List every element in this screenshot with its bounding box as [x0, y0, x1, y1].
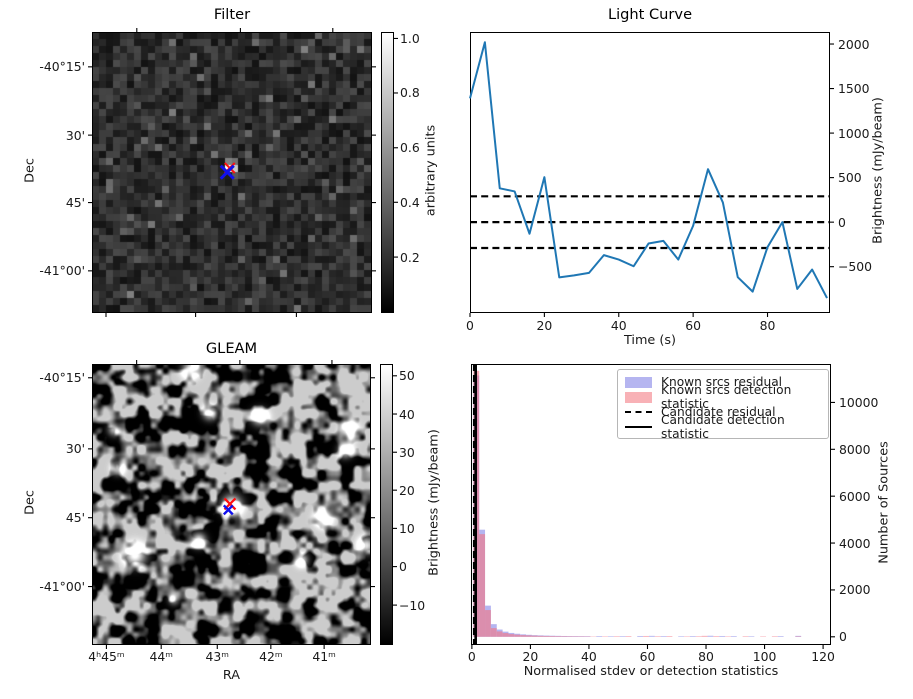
nsources-tick-label: 6000 — [839, 488, 871, 504]
colorbar-tick-label: 0.6 — [400, 140, 420, 156]
dec-tick-label: -41°00' — [39, 579, 85, 595]
time-tick-label: 80 — [759, 318, 776, 333]
nsources-tick-label: 0 — [839, 629, 847, 645]
light-curve-panel — [470, 32, 830, 313]
filter-ylabel-dec: Dec — [22, 158, 38, 183]
colorbar-tick-label: 20 — [399, 482, 415, 498]
colorbar-tick-label: 0.8 — [400, 85, 420, 101]
time-tick-label: 0 — [466, 318, 474, 333]
light-curve-xlabel: Time (s) — [623, 333, 677, 348]
histogram-ylabel: Number of Sources — [876, 441, 892, 564]
brightness-tick-label: 1000 — [838, 125, 870, 141]
stdev-tick-label: 100 — [752, 649, 777, 664]
legend-item-candidate-residual: Candidate residual — [625, 405, 821, 420]
filter-colorbar-label: arbitrary units — [423, 124, 439, 217]
filter-title: Filter — [213, 6, 251, 23]
legend-swatch-pink-patch — [625, 391, 652, 403]
colorbar-tick-label: 10 — [399, 520, 415, 536]
legend-label: Candidate residual — [661, 404, 776, 419]
time-tick-label: 40 — [610, 318, 627, 333]
ra-tick-label: 44ᵐ — [149, 649, 173, 664]
stdev-tick-label: 60 — [639, 649, 656, 664]
ra-tick-label: 42ᵐ — [259, 649, 283, 664]
stdev-tick-label: 0 — [467, 649, 476, 664]
brightness-tick-label: −500 — [838, 259, 873, 275]
legend-swatch-blue-patch — [625, 376, 652, 388]
colorbar-tick-label: 0.4 — [400, 194, 420, 210]
colorbar-tick-label: 40 — [399, 406, 415, 422]
dec-tick-label: 45' — [65, 195, 85, 211]
gleam-ylabel-dec: Dec — [22, 490, 38, 515]
time-tick-label: 20 — [536, 318, 553, 333]
nsources-tick-label: 8000 — [839, 441, 871, 457]
dec-tick-label: -41°00' — [39, 263, 85, 279]
stdev-tick-label: 80 — [698, 649, 714, 664]
legend-item-candidate-detection: Candidate detection statistic — [625, 413, 821, 441]
gleam-colorbar-label: Brightness (mJy/beam) — [426, 429, 442, 576]
colorbar-tick-label: 30 — [399, 444, 415, 460]
legend-label: Candidate detection statistic — [661, 412, 785, 441]
brightness-tick-label: 1500 — [838, 81, 870, 97]
stdev-tick-label: 20 — [522, 649, 539, 664]
gleam-title: GLEAM — [205, 340, 258, 357]
brightness-tick-label: 2000 — [838, 36, 870, 52]
legend-label: Known srcs detection statistic — [661, 383, 792, 412]
light-curve-ylabel: Brightness (mJy/beam) — [870, 97, 886, 244]
time-tick-label: 60 — [685, 318, 702, 333]
brightness-tick-label: 0 — [838, 214, 846, 230]
ra-tick-label: 43ᵐ — [205, 649, 230, 664]
nsources-tick-label: 10000 — [839, 394, 879, 410]
nsources-tick-label: 2000 — [839, 582, 871, 598]
legend-swatch-dashed-line — [625, 410, 652, 413]
colorbar-tick-label: 1.0 — [400, 30, 420, 46]
filter-noise-image — [93, 33, 371, 312]
dec-tick-label: 45' — [65, 510, 85, 526]
gleam-colorbar — [380, 364, 393, 645]
gleam-xlabel-ra: RA — [222, 668, 241, 683]
legend-item-known-srcs-detection: Known srcs detection statistic — [625, 383, 821, 411]
light-curve-title: Light Curve — [607, 6, 693, 23]
dec-tick-label: -40°15' — [39, 370, 85, 386]
stdev-tick-label: 40 — [581, 649, 597, 664]
filter-colorbar — [381, 32, 394, 313]
dec-tick-label: 30' — [65, 441, 85, 457]
ra-tick-label: 41ᵐ — [312, 649, 336, 664]
legend-label: Known srcs residual — [661, 375, 783, 390]
stdev-tick-label: 120 — [811, 649, 835, 664]
brightness-tick-label: 500 — [838, 170, 862, 186]
histogram-xlabel: Normalised stdev or detection statistics — [523, 664, 779, 679]
dec-tick-label: -40°15' — [39, 59, 85, 75]
colorbar-tick-label: −10 — [399, 597, 426, 613]
colorbar-tick-label: 0.2 — [400, 249, 420, 265]
nsources-tick-label: 4000 — [839, 535, 871, 551]
dec-tick-label: 30' — [65, 127, 85, 143]
colorbar-tick-label: 50 — [399, 368, 415, 384]
legend-swatch-solid-line — [625, 425, 652, 428]
histogram-legend: Known srcs residual Known srcs detection… — [617, 369, 829, 441]
gleam-noise-image — [93, 365, 370, 644]
colorbar-tick-label: 0 — [399, 559, 407, 575]
legend-item-known-srcs-residual: Known srcs residual — [625, 375, 821, 390]
ra-tick-label: 4ʰ45ᵐ — [88, 649, 125, 664]
